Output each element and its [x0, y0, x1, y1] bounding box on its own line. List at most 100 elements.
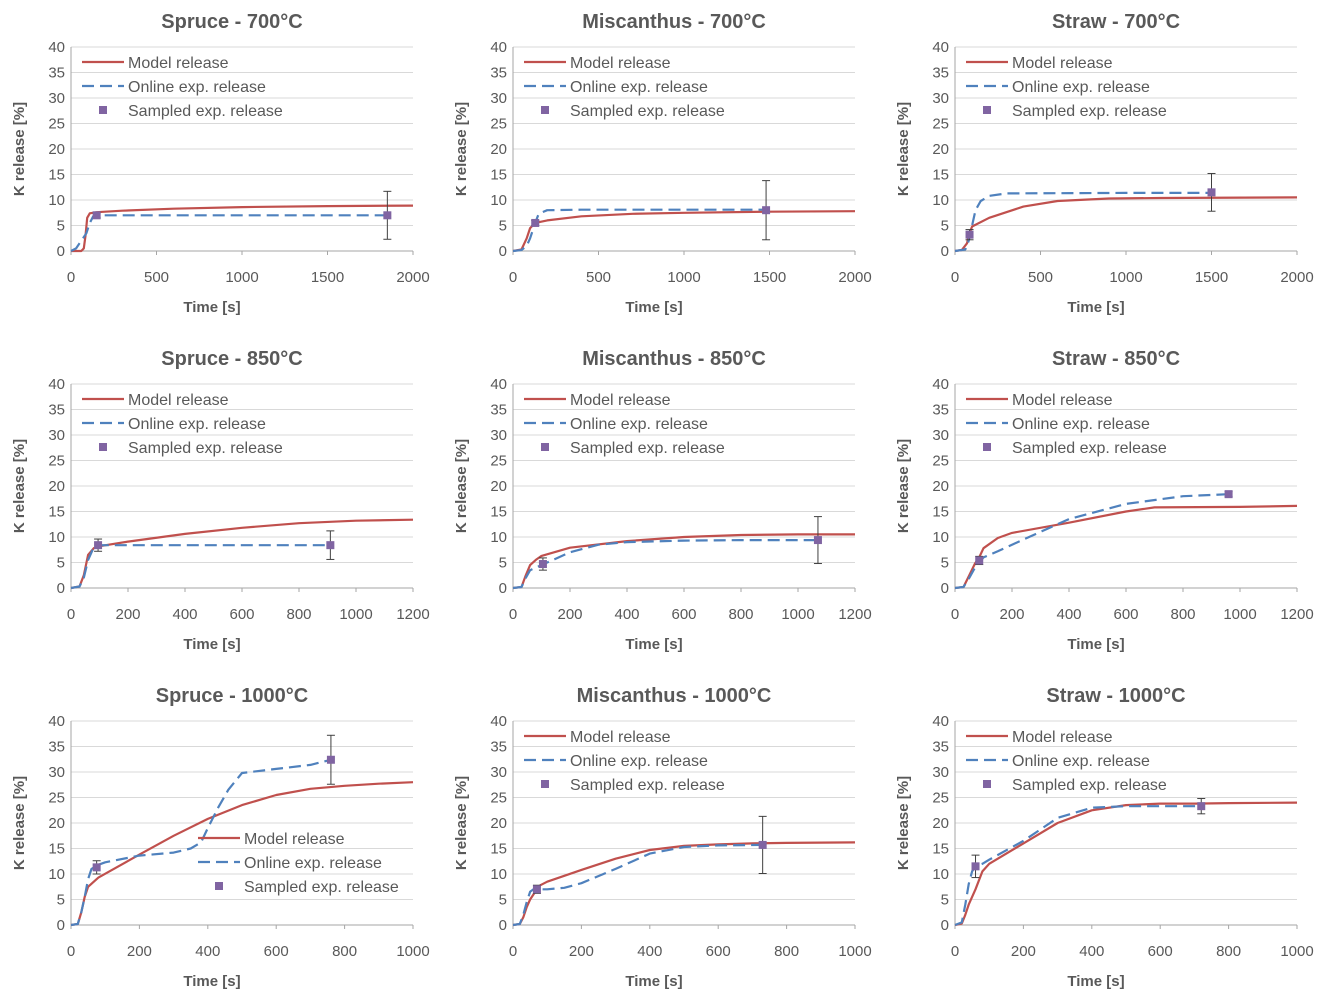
y-tick-label: 5: [499, 218, 507, 235]
model-release-line: [71, 204, 414, 253]
x-tick-label: 400: [1056, 606, 1081, 623]
x-tick-label: 1000: [667, 269, 700, 286]
legend-model-label: Model release: [570, 55, 671, 72]
y-tick-label: 0: [941, 580, 949, 597]
legend-online-label: Online exp. release: [244, 855, 382, 872]
chart-panel: Spruce - 700°C 0 5 10 15 20 25 30 35 40 0 500 1000 15…: [0, 0, 442, 330]
legend-sampled-swatch: [541, 780, 549, 788]
y-tick-label: 25: [932, 790, 949, 807]
sampled-point: [532, 885, 541, 894]
y-tick-label: 30: [490, 427, 507, 444]
x-tick-label: 1200: [1280, 606, 1313, 623]
y-tick-label: 20: [932, 815, 949, 832]
y-tick-label: 25: [48, 790, 65, 807]
y-tick-label: 20: [490, 815, 507, 832]
legend-online-label: Online exp. release: [128, 416, 266, 433]
y-tick-label: 20: [48, 815, 65, 832]
x-tick-label: 1200: [396, 606, 429, 623]
x-tick-label: 500: [586, 269, 611, 286]
y-tick-label: 0: [57, 917, 65, 934]
x-tick-label: 800: [774, 943, 799, 960]
y-tick-label: 10: [932, 529, 949, 546]
sampled-point: [813, 536, 822, 545]
sampled-point: [1207, 188, 1216, 197]
y-tick-label: 5: [57, 218, 65, 235]
chart-panel: Spruce - 1000°C 0 5 10 15 20 25 30 35 40 0 200 400 60…: [0, 674, 442, 1004]
y-tick-label: 35: [48, 402, 65, 419]
x-tick-label: 1000: [838, 943, 871, 960]
y-tick-label: 20: [932, 141, 949, 158]
legend-online-label: Online exp. release: [1012, 79, 1150, 96]
legend-sampled-swatch: [983, 780, 991, 788]
x-tick-label: 1000: [1223, 606, 1256, 623]
x-tick-label: 400: [195, 943, 220, 960]
y-tick-label: 10: [48, 529, 65, 546]
x-tick-label: 600: [229, 606, 254, 623]
x-tick-label: 200: [557, 606, 582, 623]
x-tick-label: 600: [1148, 943, 1173, 960]
x-axis-label: Time [s]: [625, 299, 682, 316]
chart-panel: Straw - 700°C 0 5 10 15 20 25 30 35 40 0 500 1000 150…: [884, 0, 1326, 330]
legend-online-label: Online exp. release: [570, 753, 708, 770]
legend-model-label: Model release: [570, 729, 671, 746]
sampled-point: [94, 541, 103, 550]
legend-sampled-label: Sampled exp. release: [244, 879, 399, 896]
y-tick-label: 20: [490, 141, 507, 158]
y-tick-label: 25: [48, 116, 65, 133]
x-tick-label: 0: [509, 943, 517, 960]
legend-online-label: Online exp. release: [1012, 753, 1150, 770]
y-axis-label: K release [%]: [895, 102, 912, 196]
y-tick-label: 10: [490, 529, 507, 546]
online-release-line: [512, 208, 767, 253]
y-tick-label: 40: [48, 376, 65, 393]
online-release-line: [954, 493, 1229, 590]
y-tick-label: 30: [490, 90, 507, 107]
y-axis-label: K release [%]: [11, 776, 28, 870]
x-tick-label: 200: [115, 606, 140, 623]
x-tick-label: 800: [332, 943, 357, 960]
x-tick-label: 800: [286, 606, 311, 623]
legend-sampled-swatch: [99, 106, 107, 114]
y-tick-label: 40: [932, 376, 949, 393]
x-tick-label: 500: [144, 269, 169, 286]
y-tick-label: 5: [499, 892, 507, 909]
y-tick-label: 5: [941, 555, 949, 572]
y-tick-label: 15: [48, 841, 65, 858]
chart-panel: Spruce - 850°C 0 5 10 15 20 25 30 35 40 0 200 400 600…: [0, 337, 442, 667]
legend-sampled-label: Sampled exp. release: [128, 103, 283, 120]
chart-title: Straw - 850°C: [1052, 348, 1180, 370]
y-tick-label: 40: [48, 713, 65, 730]
x-tick-label: 0: [67, 606, 75, 623]
sampled-point: [383, 211, 392, 220]
x-tick-label: 600: [706, 943, 731, 960]
x-tick-label: 2000: [1280, 269, 1313, 286]
y-tick-label: 15: [490, 504, 507, 521]
model-release-line: [954, 196, 1298, 253]
chart-panel: Straw - 850°C 0 5 10 15 20 25 30 35 40 0 200 400 600 8…: [884, 337, 1326, 667]
legend-sampled-label: Sampled exp. release: [1012, 777, 1167, 794]
legend-model-label: Model release: [128, 392, 229, 409]
x-tick-label: 400: [614, 606, 639, 623]
y-tick-label: 15: [48, 504, 65, 521]
x-tick-label: 0: [951, 606, 959, 623]
y-tick-label: 5: [57, 555, 65, 572]
y-tick-label: 35: [48, 739, 65, 756]
y-tick-label: 15: [932, 841, 949, 858]
chart-svg: Straw - 700°C 0 5 10 15 20 25 30 35 40 0 500 1000 150…: [895, 11, 1314, 316]
x-axis-label: Time [s]: [183, 973, 240, 990]
y-tick-label: 35: [490, 65, 507, 82]
y-tick-label: 40: [932, 713, 949, 730]
y-tick-label: 10: [932, 192, 949, 209]
y-axis-label: K release [%]: [453, 102, 470, 196]
legend-sampled-swatch: [541, 106, 549, 114]
x-tick-label: 0: [67, 269, 75, 286]
sampled-point: [1224, 490, 1233, 499]
model-release-line: [70, 518, 414, 590]
y-tick-label: 40: [48, 39, 65, 56]
sampled-point: [975, 556, 984, 565]
y-axis-label: K release [%]: [11, 102, 28, 196]
x-tick-label: 600: [264, 943, 289, 960]
legend-sampled-swatch: [541, 443, 549, 451]
model-release-line: [512, 841, 856, 927]
